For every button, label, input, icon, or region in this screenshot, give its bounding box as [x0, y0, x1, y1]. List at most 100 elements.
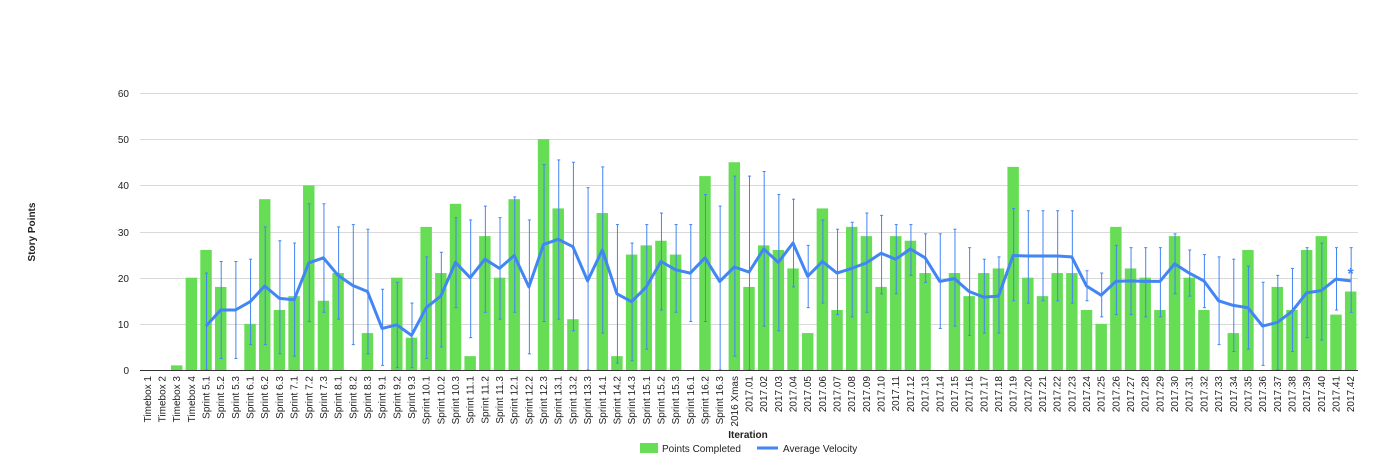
x-tick-label: Sprint 7.3 — [319, 376, 330, 419]
x-tick-label: 2017.41 — [1332, 376, 1343, 413]
legend: Points Completed Average Velocity — [640, 443, 857, 455]
x-tick-label: 2017.24 — [1082, 376, 1093, 413]
x-tick-label: 2017.05 — [803, 376, 814, 413]
bar — [273, 309, 286, 370]
bar — [1330, 314, 1342, 370]
x-tick-label: Sprint 15.1 — [642, 376, 653, 425]
x-tick-label: Sprint 15.3 — [671, 376, 682, 425]
y-tick-label: 60 — [118, 89, 130, 100]
x-tick-label: Sprint 8.3 — [363, 376, 374, 419]
bar — [1344, 291, 1357, 370]
x-tick-label: 2017.40 — [1317, 376, 1328, 413]
x-tick-label: Sprint 9.3 — [407, 376, 418, 419]
y-tick-label: 20 — [118, 274, 130, 285]
x-tick-label: 2017.33 — [1214, 376, 1225, 413]
error-bar — [1261, 281, 1265, 366]
x-tick-label: 2017.18 — [994, 376, 1005, 413]
x-tick-label: 2017.42 — [1346, 376, 1357, 413]
x-tick-label: Sprint 12.1 — [510, 376, 521, 425]
x-tick-label: Sprint 10.1 — [422, 376, 433, 425]
bar — [801, 333, 814, 370]
x-tick-label: 2017.23 — [1067, 376, 1078, 413]
x-tick-label: 2017.27 — [1126, 376, 1137, 413]
x-tick-label: 2017.10 — [877, 376, 888, 413]
x-tick-label: 2017.14 — [935, 376, 946, 413]
bar — [787, 268, 799, 370]
x-tick-label: Sprint 9.1 — [378, 376, 389, 419]
x-tick-label: 2017.21 — [1038, 376, 1049, 413]
y-tick-label: 10 — [118, 320, 130, 331]
bar — [170, 365, 183, 370]
x-tick-label: 2017.35 — [1243, 376, 1254, 413]
bar — [317, 300, 330, 370]
bar — [1198, 309, 1210, 370]
x-tick-label: Sprint 16.2 — [701, 376, 712, 425]
x-axis-title: Iteration — [728, 430, 767, 441]
bar — [464, 356, 476, 370]
error-bar — [1349, 247, 1353, 313]
error-bar — [337, 226, 341, 320]
y-axis-ticks: 0 10 20 30 40 50 60 — [118, 89, 130, 377]
x-tick-label: Sprint 14.3 — [627, 376, 638, 425]
bar — [185, 277, 198, 370]
x-tick-label: Sprint 11.3 — [495, 376, 506, 424]
x-tick-label: 2017.01 — [745, 376, 756, 413]
x-tick-label: Sprint 12.2 — [524, 376, 535, 425]
x-tick-label: 2017.30 — [1170, 376, 1181, 413]
x-tick-label: Sprint 14.2 — [612, 376, 623, 425]
bar — [332, 273, 344, 370]
x-tick-label: Sprint 11.1 — [466, 376, 477, 424]
x-tick-label: Sprint 16.3 — [715, 376, 726, 425]
x-tick-label: 2016 Xmas — [730, 376, 741, 427]
average-velocity-line — [204, 237, 1351, 337]
bar — [890, 236, 902, 370]
x-tick-label: 2017.13 — [921, 376, 932, 413]
bar — [919, 273, 931, 370]
x-tick-label: 2017.12 — [906, 376, 917, 413]
x-tick-label: Sprint 13.1 — [554, 376, 565, 425]
x-tick-label: Sprint 6.2 — [260, 376, 271, 419]
bar — [875, 286, 887, 370]
velocity-line-group — [204, 237, 1351, 337]
bar — [1168, 236, 1181, 370]
x-tick-label: 2017.26 — [1111, 376, 1122, 413]
x-tick-label: Sprint 11.2 — [480, 376, 491, 424]
x-tick-label: 2017.38 — [1288, 376, 1299, 413]
bar — [1066, 273, 1078, 370]
bar — [1154, 309, 1166, 370]
bar — [1095, 323, 1107, 370]
x-tick-label: Sprint 15.2 — [657, 376, 668, 425]
x-tick-label: 2017.11 — [891, 376, 902, 412]
x-tick-label: Sprint 10.2 — [436, 376, 447, 425]
bar — [904, 240, 917, 370]
x-tick-label: Sprint 13.2 — [568, 376, 579, 425]
x-tick-label: Sprint 10.3 — [451, 376, 462, 425]
bar — [1124, 268, 1137, 370]
bar — [1036, 296, 1049, 370]
bar — [493, 277, 506, 370]
legend-swatch-points-completed — [640, 443, 658, 453]
y-axis-title: Story Points — [27, 202, 38, 261]
x-tick-label: 2017.29 — [1155, 376, 1166, 413]
x-tick-label: Sprint 16.1 — [686, 376, 697, 425]
bar — [1080, 309, 1093, 370]
bar — [1183, 277, 1195, 370]
bar — [831, 309, 843, 370]
bar — [1022, 277, 1034, 370]
x-tick-label: 2017.22 — [1053, 376, 1064, 413]
x-tick-label: Sprint 6.1 — [246, 376, 257, 419]
x-tick-label: Timebox 4 — [187, 376, 198, 423]
x-tick-label: 2017.04 — [789, 376, 800, 413]
y-tick-label: 50 — [118, 135, 130, 146]
y-tick-label: 0 — [123, 366, 129, 377]
x-tick-label: Sprint 12.3 — [539, 376, 550, 425]
x-tick-label: 2017.25 — [1097, 376, 1108, 413]
x-tick-label: Sprint 8.2 — [348, 376, 359, 419]
x-tick-label: Sprint 7.2 — [304, 376, 315, 419]
annotation-marker: * — [1348, 266, 1355, 283]
x-tick-label: 2017.37 — [1273, 376, 1284, 413]
bar — [244, 323, 256, 370]
x-tick-label: 2017.28 — [1141, 376, 1152, 413]
x-tick-label: 2017.06 — [818, 376, 829, 413]
